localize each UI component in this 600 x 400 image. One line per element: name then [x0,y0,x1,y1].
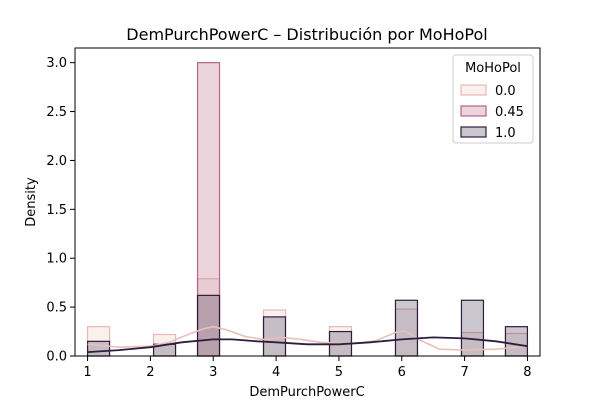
bar-series-2-bin-5 [196,294,221,357]
x-tick-label-7: 8 [523,365,531,380]
y-tick-label-5: 2.5 [46,105,67,120]
x-tick-label-1: 2 [146,365,154,380]
x-tick-label-5: 6 [398,365,406,380]
legend-title: MoHoPol [465,61,521,76]
legend: MoHoPol 0.0 0.45 1.0 [452,54,534,144]
bar-series-2-bin-0 [86,340,111,357]
x-tick-label-6: 7 [460,365,468,380]
y-tick-label-2: 1.0 [46,252,67,267]
bar-series-2-bin-14 [394,299,419,357]
y-tick-label-1: 0.5 [46,301,67,316]
legend-label-2: 1.0 [495,126,516,141]
y-tick-label-3: 1.5 [46,203,67,218]
x-axis: 1 2 3 4 5 6 7 8 [83,356,532,380]
y-tick-label-4: 2.0 [46,154,67,169]
kde-line-series-2 [87,336,528,353]
y-tick-label-6: 3.0 [46,56,67,71]
x-tick-label-2: 3 [209,365,217,380]
x-tick-label-4: 5 [335,365,343,380]
kde-layer [87,325,528,353]
y-axis-label: Density [24,177,39,227]
legend-swatch-2 [460,126,487,138]
x-axis-label: DemPurchPowerC [249,385,364,400]
legend-label-0: 0.0 [495,84,516,99]
x-tick-label-0: 1 [83,365,91,380]
kde-line-series-0 [87,325,528,351]
bar-series-2-bin-8 [262,316,287,357]
chart-title: DemPurchPowerC – Distribución por MoHoPo… [126,25,487,44]
legend-box [452,54,534,144]
legend-swatch-1 [460,105,487,117]
plot-frame [74,47,541,357]
bar-series-2-bin-19 [504,326,529,357]
y-axis: 0.0 0.5 1.0 1.5 2.0 2.5 3.0 [46,56,75,365]
y-tick-label-0: 0.0 [46,350,67,365]
bar-series-2-bin-17 [460,299,485,357]
x-tick-label-3: 4 [272,365,280,380]
legend-swatch-0 [460,84,487,96]
legend-label-1: 0.45 [495,105,524,120]
